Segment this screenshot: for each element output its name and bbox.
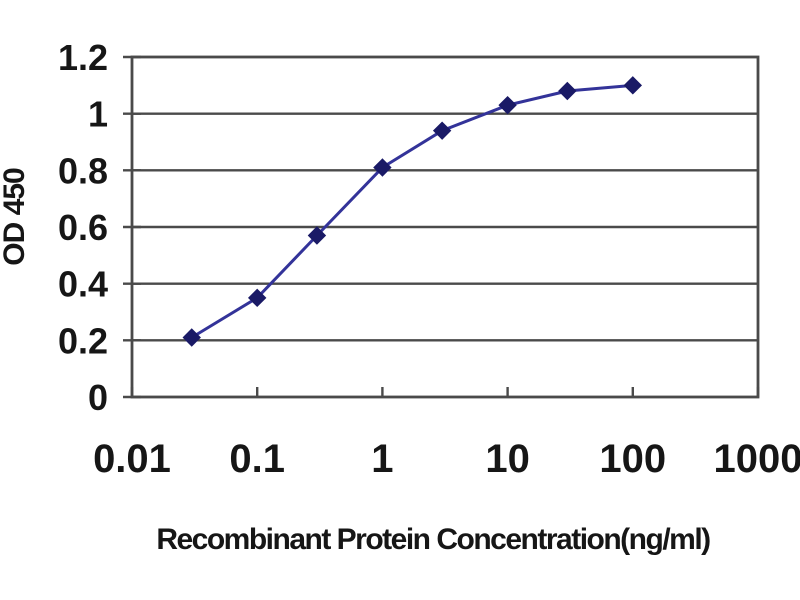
y-tick-label: 1 [88, 94, 108, 135]
data-point-marker [498, 95, 517, 115]
y-tick-label: 1.2 [58, 37, 108, 78]
x-tick-label: 100 [599, 437, 666, 481]
data-point-marker [623, 76, 643, 95]
plot-layer: 0 0.2 0.4 0.6 0.8 1 1.2 0.01 0.1 1 10 100 1000 [58, 37, 800, 481]
series-line [190, 83, 635, 339]
y-tick-label: 0.2 [58, 320, 108, 361]
y-tick-label: 0.8 [58, 150, 108, 191]
x-tick-label: 1000 [714, 437, 800, 481]
x-tick-label: 0.1 [229, 437, 285, 481]
x-tick-label: 0.01 [93, 437, 171, 481]
data-point-marker [432, 121, 452, 140]
data-point-marker [373, 158, 392, 177]
data-point-marker [307, 226, 327, 245]
y-tick-label: 0.4 [58, 264, 108, 305]
data-point-marker [182, 328, 201, 347]
x-tick-label: 1 [371, 437, 393, 481]
data-point-marker [558, 81, 577, 101]
y-axis-title: OD 450 [0, 168, 31, 266]
x-axis-title: Recombinant Protein Concentration(ng/ml) [156, 523, 710, 556]
y-tick-label: 0.6 [58, 207, 108, 248]
x-tick-label: 10 [485, 437, 530, 481]
y-tick-label: 0 [88, 377, 108, 418]
data-point-marker [247, 288, 267, 308]
